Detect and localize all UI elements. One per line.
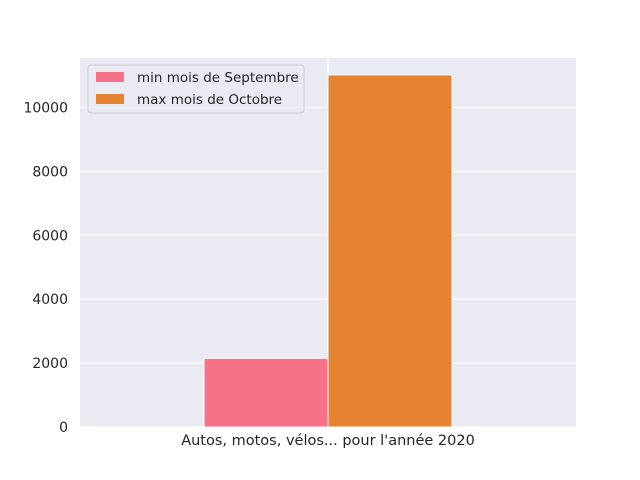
y-tick-label: 6000	[32, 228, 68, 244]
x-axis: Autos, motos, vélos... pour l'année 2020	[181, 433, 475, 449]
legend: min mois de Septembre max mois de Octobr…	[87, 64, 305, 114]
y-tick-label: 8000	[32, 164, 68, 180]
y-tick-label: 10000	[23, 101, 68, 117]
legend-swatch-septembre	[96, 72, 124, 82]
bars	[203, 74, 453, 428]
bar-min-septembre	[203, 357, 329, 428]
bar-max-octobre	[327, 74, 453, 428]
y-tick-label: 0	[59, 420, 68, 436]
y-tick-label: 4000	[32, 292, 68, 308]
legend-box	[87, 64, 305, 114]
y-tick-label: 2000	[32, 356, 68, 372]
y-axis: 0 2000 4000 6000 8000 10000	[23, 101, 68, 436]
legend-swatch-octobre	[96, 94, 124, 104]
legend-label-septembre: min mois de Septembre	[137, 70, 299, 86]
x-tick-label: Autos, motos, vélos... pour l'année 2020	[181, 433, 475, 449]
legend-label-octobre: max mois de Octobre	[137, 92, 282, 108]
